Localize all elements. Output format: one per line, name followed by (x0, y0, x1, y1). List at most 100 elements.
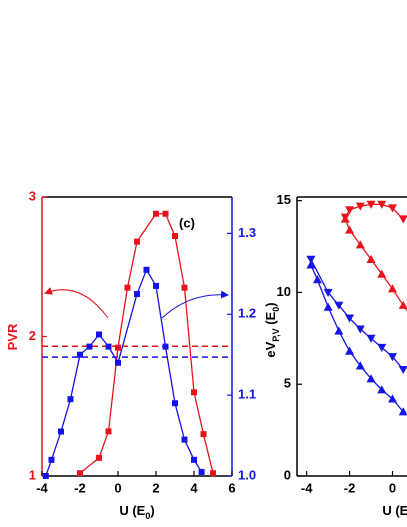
marker (58, 428, 64, 435)
marker (181, 436, 188, 443)
marker (345, 314, 355, 323)
marker (388, 394, 398, 403)
y2-tick-label: 1.0 (238, 467, 256, 482)
x-tick-label: 6 (228, 480, 235, 495)
series-line (45, 268, 203, 477)
marker (134, 238, 140, 245)
marker (355, 361, 365, 370)
marker (162, 210, 169, 217)
y2-tick-label: 1.2 (238, 306, 256, 321)
marker (86, 343, 93, 350)
y-axis-label-part: ) (263, 302, 278, 306)
marker (143, 266, 150, 273)
y-tick-label: 3 (29, 188, 36, 203)
y-tick-label: 2 (29, 328, 36, 343)
marker (42, 473, 49, 479)
marker (96, 331, 102, 338)
marker (134, 291, 140, 298)
marker (398, 407, 407, 416)
marker (210, 470, 216, 477)
series-line (310, 264, 404, 413)
marker (306, 255, 316, 264)
marker (377, 385, 387, 394)
x-tick-label: 2 (152, 480, 159, 495)
marker (398, 300, 407, 309)
marker (172, 233, 178, 240)
x-axis-label-part: ) (150, 503, 154, 518)
marker (48, 456, 55, 463)
marker (355, 325, 365, 334)
marker (334, 301, 344, 310)
panel-label: (c) (179, 215, 195, 230)
x-axis-label-part: U (E (382, 503, 407, 518)
marker (366, 200, 376, 209)
marker (345, 346, 355, 355)
marker (377, 200, 387, 209)
marker (198, 468, 205, 475)
x-axis-label: U (E0) (119, 503, 154, 521)
marker (398, 365, 407, 375)
x-axis-label-part: 0 (145, 511, 150, 521)
y-axis-label-part: eV (263, 341, 278, 357)
marker (355, 202, 365, 211)
marker (96, 454, 102, 461)
marker (366, 334, 376, 343)
y-axis-label-part: 0 (271, 307, 281, 312)
marker (388, 284, 398, 293)
marker (191, 456, 197, 463)
marker (377, 269, 387, 278)
marker (200, 431, 207, 438)
marker (77, 351, 83, 358)
marker (115, 359, 121, 366)
marker (377, 343, 387, 353)
marker (172, 400, 178, 407)
y-axis-label-part: PVR (5, 323, 20, 350)
marker (398, 215, 407, 224)
y-axis-label: PVR (5, 323, 20, 350)
y2-tick-label: 1.3 (238, 225, 256, 240)
x-tick-label: 0 (114, 480, 121, 495)
y-tick-label: 1 (29, 467, 36, 482)
marker (105, 428, 112, 435)
marker (340, 214, 350, 223)
x-axis-label: U (E0) (382, 503, 407, 521)
y-tick-label: 15 (277, 192, 291, 207)
series-line (310, 259, 404, 370)
marker (153, 282, 159, 289)
marker (388, 353, 398, 362)
marker (312, 275, 322, 284)
marker (355, 240, 365, 249)
arrow (44, 287, 109, 319)
y-axis-label-part: P,V (271, 328, 281, 341)
marker (323, 288, 333, 297)
marker (105, 343, 112, 350)
marker (306, 260, 316, 269)
y-tick-label: 5 (284, 376, 291, 391)
x-tick-label: -4 (301, 480, 313, 495)
marker (191, 389, 197, 396)
marker (345, 225, 355, 234)
marker (162, 343, 169, 350)
marker (323, 302, 333, 311)
x-tick-label: -4 (36, 480, 48, 495)
marker (153, 210, 159, 217)
x-tick-label: -2 (74, 480, 86, 495)
y-tick-label: 0 (284, 467, 291, 482)
marker (334, 326, 344, 335)
y-tick-label: 10 (277, 284, 291, 299)
marker (115, 344, 121, 351)
x-tick-label: 0 (389, 480, 396, 495)
marker (366, 374, 376, 383)
marker (181, 284, 188, 291)
x-tick-label: -2 (344, 480, 356, 495)
marker (345, 206, 355, 215)
x-tick-label: 4 (190, 480, 198, 495)
series-line (344, 218, 407, 312)
y-axis-label-part: (E (263, 311, 278, 328)
y2-tick-label: 1.1 (238, 387, 256, 402)
series-line (79, 213, 214, 474)
marker (388, 204, 398, 213)
y-axis-label: eVP,V (E0) (263, 302, 281, 357)
arrow (161, 290, 229, 319)
